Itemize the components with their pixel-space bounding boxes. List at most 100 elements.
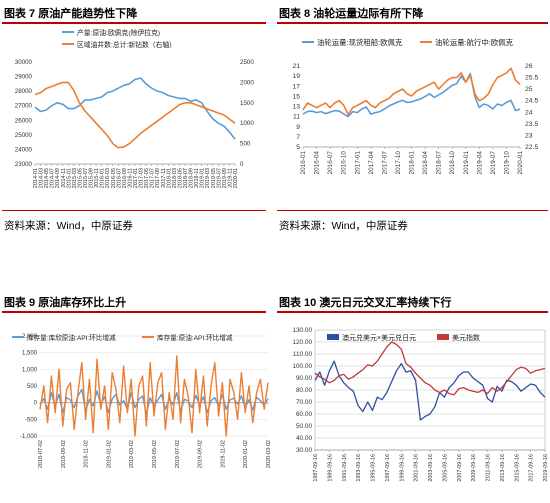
source-note: 资料来源：Wind，中原证券	[279, 220, 408, 232]
y-tick-label: 29000	[15, 74, 33, 81]
y2-tick-label: 23	[525, 132, 533, 139]
x-tick-label: 2018-05	[177, 168, 183, 188]
y-tick-label: 60.00	[296, 411, 312, 418]
y-tick-label: 11	[293, 114, 300, 121]
x-tick-label: 2019-11-02	[220, 440, 226, 468]
y-tick-label: 30000	[15, 59, 33, 66]
x-tick-label: 2019-01-02	[106, 440, 112, 468]
y2-tick-label: 26	[525, 63, 533, 70]
y-tick-label: 28000	[15, 88, 33, 95]
legend-label: 库存量:库欣原油:API:环比增减	[27, 333, 116, 342]
y-tick-label: 13	[292, 104, 300, 111]
x-tick-label: 2019-01	[200, 168, 206, 188]
x-tick-label: 1991-09-16	[342, 454, 348, 482]
y-tick-label: 23000	[15, 161, 33, 168]
x-tick-label: 2018-09	[189, 168, 195, 188]
page-title: 图表 8 油轮运量边际有所下降	[279, 8, 424, 20]
legend-label: 产量:原油:欧佩克(除伊拉克)	[77, 28, 160, 37]
y2-tick-label: 22.5	[525, 144, 538, 151]
y-tick-label: 120.00	[292, 339, 312, 346]
legend-label: 区域油井数:总计:新钻数（右轴）	[77, 40, 176, 49]
x-tick-label: 2017-04	[368, 151, 375, 175]
y-tick-label: 70.00	[296, 399, 312, 406]
x-tick-label: 2019-09-16	[543, 454, 549, 482]
series-line	[314, 360, 546, 421]
x-tick-label: 2020-01	[517, 151, 524, 175]
x-tick-label: 2015-11	[94, 168, 100, 188]
x-tick-label: 2018-04	[422, 151, 429, 175]
x-tick-label: 1995-09-16	[371, 454, 377, 482]
y-tick-label: -500	[25, 417, 38, 423]
x-tick-label: 2003-09-16	[428, 454, 434, 482]
x-tick-label: 2016-07	[116, 168, 122, 188]
y-tick-label: 21	[292, 63, 300, 70]
x-tick-label: 2005-09-16	[442, 454, 448, 482]
y2-tick-label: 23.5	[525, 121, 538, 128]
x-tick-label: 2016-01	[300, 151, 307, 175]
title-rule	[2, 22, 266, 24]
x-tick-label: 2018-07	[183, 168, 189, 188]
x-tick-label: 1993-09-16	[356, 454, 362, 482]
y-tick-label: 15	[292, 93, 300, 100]
x-tick-label: 2019-03	[205, 168, 211, 188]
x-tick-label: 2016-09	[122, 168, 128, 188]
legend-label: 油轮运量:现货租船:欧佩克	[317, 38, 403, 47]
y-tick-label: 80.00	[296, 387, 312, 394]
x-tick-label: 2013-09-16	[500, 454, 506, 482]
x-tick-label: 2017-11	[161, 168, 167, 188]
legend-label: 美元指数	[452, 333, 480, 342]
page-title: 图表 9 原油库存环比上升	[4, 297, 127, 309]
y2-tick-label: 24.5	[525, 98, 538, 105]
x-tick-label: 2017-09-16	[529, 454, 535, 482]
y-tick-label: 30.00	[296, 447, 312, 454]
x-tick-label: 2018-07	[436, 151, 443, 175]
y2-tick-label: 2500	[240, 59, 254, 66]
x-tick-label: 2015-09-16	[514, 454, 520, 482]
y-tick-label: 2,000	[22, 334, 38, 340]
series-line	[34, 77, 236, 140]
x-tick-label: 2018-10	[449, 151, 456, 175]
x-tick-label: 2014-07	[50, 168, 56, 188]
x-tick-label: 2017-07	[381, 151, 388, 175]
x-tick-label: 1999-09-16	[399, 454, 405, 482]
x-tick-label: 2019-07	[216, 168, 222, 188]
source-rule	[2, 210, 266, 211]
source-note: 资料来源：Wind，中原证券	[4, 220, 133, 232]
x-tick-label: 2018-11-02	[84, 440, 90, 468]
x-tick-label: 2019-11	[227, 168, 233, 188]
tanker-volume-chart: 2119171513119752625.52524.52423.52322.52…	[292, 38, 538, 175]
x-tick-label: 2015-03	[72, 168, 78, 188]
title-rule	[2, 311, 266, 313]
x-tick-label: 2019-07	[490, 151, 497, 175]
x-tick-label: 2018-01	[166, 168, 172, 188]
x-tick-label: 2016-05	[111, 168, 117, 188]
series-line	[302, 67, 521, 116]
y-tick-label: 1,500	[22, 351, 38, 357]
x-tick-label: 2019-10	[503, 151, 510, 175]
x-tick-label: 2001-09-16	[414, 454, 420, 482]
x-tick-label: 2017-10	[395, 151, 402, 175]
x-tick-label: 2019-05-02	[152, 440, 158, 468]
legend-label: 澳元兑美元×美元兑日元	[342, 333, 416, 342]
y-tick-label: 50.00	[296, 423, 312, 430]
x-tick-label: 2014-01	[33, 168, 39, 188]
x-tick-label: 2019-05	[211, 168, 217, 188]
page-title: 图表 10 澳元日元交叉汇率持续下行	[279, 297, 452, 309]
x-tick-label: 2014-05	[44, 168, 50, 188]
y2-tick-label: 500	[240, 141, 251, 148]
x-tick-label: 2017-01	[133, 168, 139, 188]
crude-capacity-chart: 3000029000280002700026000250002400023000…	[15, 28, 255, 188]
y-tick-label: 130.00	[292, 327, 312, 334]
x-tick-label: 2017-01	[354, 151, 361, 175]
y-tick-label: 1,000	[22, 367, 38, 373]
y-tick-label: 7	[296, 134, 300, 141]
x-tick-label: 2016-04	[314, 151, 321, 175]
y2-tick-label: 25	[525, 86, 533, 93]
y2-tick-label: 24	[525, 109, 533, 116]
x-tick-label: 2018-03	[172, 168, 178, 188]
series-line	[302, 72, 521, 118]
y-tick-label: 17	[292, 83, 300, 90]
x-tick-label: 1989-09-16	[327, 454, 333, 482]
series-line	[39, 355, 269, 437]
y2-tick-label: 2000	[240, 79, 254, 86]
